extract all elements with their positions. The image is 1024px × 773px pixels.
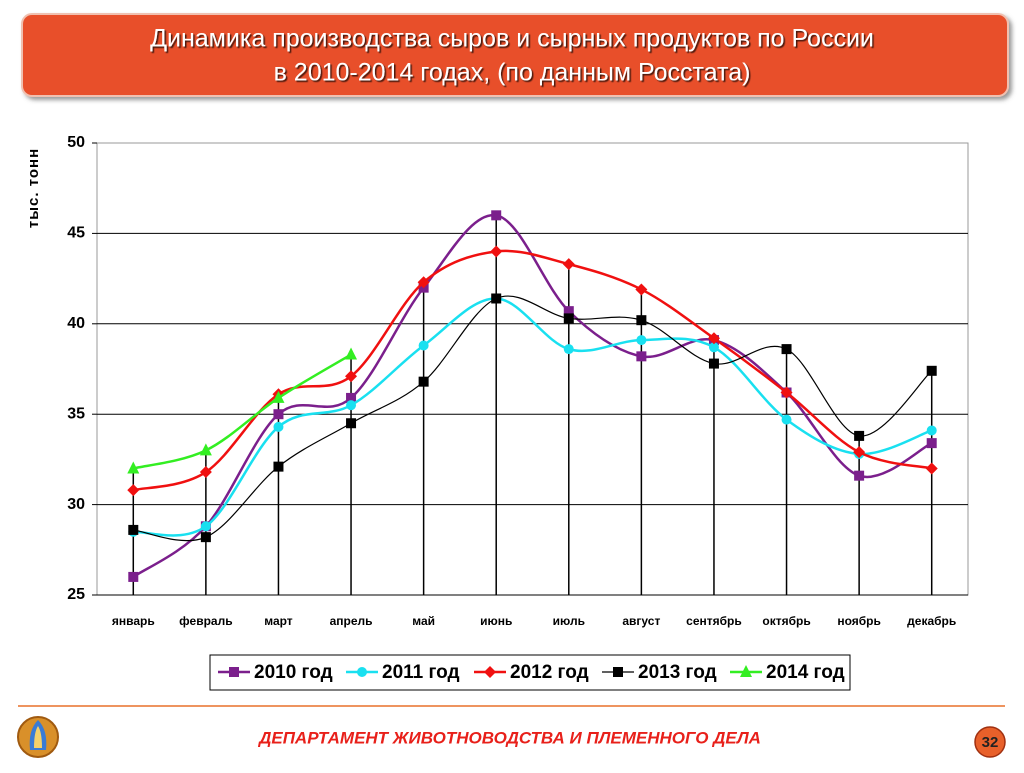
series-line: [132, 214, 933, 578]
marker: [854, 470, 865, 481]
marker: [417, 276, 430, 289]
y-tick-label: 40: [67, 315, 85, 332]
marker: [636, 315, 647, 326]
marker: [272, 390, 285, 403]
marker: [926, 438, 937, 449]
marker: [418, 340, 429, 351]
marker: [229, 667, 239, 677]
marker: [346, 418, 357, 429]
marker: [491, 293, 502, 304]
series-line: [132, 353, 352, 470]
marker: [925, 462, 938, 475]
page-badge: [974, 726, 1006, 758]
x-tick-label: июнь: [480, 614, 512, 628]
marker: [200, 532, 211, 543]
marker: [563, 313, 574, 324]
chart-title: Динамика производства сыров и сырных про…: [150, 25, 874, 53]
marker: [635, 283, 648, 296]
y-tick-label: 35: [67, 405, 85, 422]
marker: [273, 409, 284, 420]
title-banner: [21, 13, 1009, 97]
marker: [926, 365, 937, 376]
marker: [636, 351, 647, 362]
chart-subtitle: в 2010-2014 годах, (по данным Росстата): [274, 59, 751, 87]
marker: [128, 524, 139, 535]
marker: [345, 347, 358, 360]
x-tick-label: июль: [553, 614, 585, 628]
marker: [273, 421, 284, 432]
marker: [563, 344, 574, 355]
marker: [199, 466, 212, 479]
y-axis-label: тыс. тонн: [25, 148, 42, 228]
plot: 25 30 35 40 45 50 январь февраль март апрель май ию…: [67, 134, 968, 628]
legend-label: 2012 год: [510, 662, 589, 683]
marker: [345, 370, 358, 383]
series-line: [132, 249, 932, 492]
legend-label: 2011 год: [382, 662, 460, 683]
x-tick-label: сентябрь: [686, 614, 742, 628]
marker: [357, 667, 367, 677]
marker: [273, 461, 284, 472]
marker: [708, 358, 719, 369]
marker: [926, 425, 937, 436]
x-tick-label: ноябрь: [837, 614, 881, 628]
marker: [346, 392, 357, 403]
x-tick-label: январь: [112, 614, 155, 628]
x-tick-label: август: [622, 614, 660, 628]
marker: [346, 400, 357, 411]
legend-label: 2013 год: [638, 662, 717, 683]
plot-area: [96, 142, 969, 596]
marker: [781, 414, 792, 425]
marker: [199, 443, 212, 456]
department-name: ДЕПАРТАМЕНТ ЖИВОТНОВОДСТВА И ПЛЕМЕННОГО …: [257, 728, 761, 747]
marker: [200, 521, 211, 532]
x-tick-label: октябрь: [762, 614, 810, 628]
marker: [562, 258, 575, 271]
legend-items: 2010 год 2011 год 2012 год 2013 год 2014 год: [218, 662, 845, 683]
marker: [707, 332, 720, 345]
x-tick-label: апрель: [330, 614, 373, 628]
marker: [613, 667, 623, 677]
marker: [418, 376, 429, 387]
marker: [484, 666, 496, 678]
y-tick-label: 25: [67, 586, 85, 603]
x-tick-label: февраль: [179, 614, 232, 628]
marker: [490, 245, 503, 258]
logo: [17, 716, 59, 758]
legend-label: 2010 год: [254, 662, 333, 683]
marker: [491, 210, 502, 221]
y-tick-label: 30: [67, 496, 85, 513]
marker: [127, 461, 140, 474]
marker: [854, 430, 865, 441]
y-tick-label: 50: [67, 134, 85, 151]
marker: [127, 484, 140, 497]
marker: [740, 665, 752, 677]
marker: [708, 342, 719, 353]
marker: [636, 335, 647, 346]
marker: [128, 571, 139, 582]
x-tick-label: декабрь: [907, 614, 956, 628]
page-number: 32: [982, 734, 999, 751]
marker: [780, 386, 793, 399]
y-tick-label: 45: [67, 225, 85, 242]
x-tick-label: май: [412, 614, 435, 628]
marker: [781, 344, 792, 355]
marker: [563, 306, 574, 317]
x-tick-label: март: [264, 614, 293, 628]
legend-label: 2014 год: [766, 662, 845, 683]
marker: [853, 446, 866, 459]
